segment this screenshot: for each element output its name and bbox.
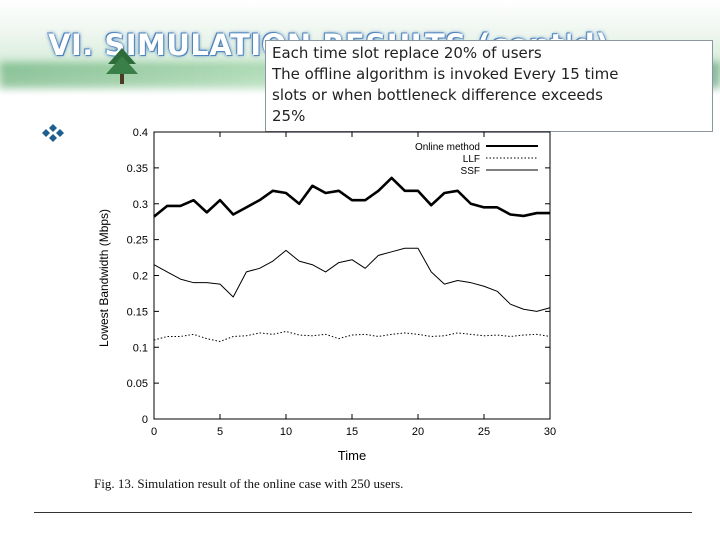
series-line-0 [153,176,550,218]
y-tick-label: 0 [142,414,148,426]
y-tick-label: 0.4 [133,127,148,139]
x-tick-label: 20 [412,426,424,438]
y-tick-label: 0.2 [133,271,148,283]
series-line-2 [153,247,551,312]
y-tick-label: 0.25 [127,235,148,247]
x-tick-label: 10 [280,426,292,438]
x-axis-label: Time [338,448,366,463]
figure-caption: Fig. 13. Simulation result of the online… [94,476,404,491]
y-axis-label: Lowest Bandwidth (Mbps) [97,209,111,347]
bandwidth-chart: 0 5 10 15 20 25 30 0 0.05 0.1 0.15 0.2 0.25 0.3 0.35 0.… [97,127,557,463]
legend-label: Online method [415,142,480,153]
x-tick-label: 5 [217,426,223,438]
x-tick-label: 30 [544,426,556,438]
callout-line: slots or when bottleneck difference exce… [272,86,603,104]
y-tick-label: 0.1 [133,342,148,354]
footer-rule [34,512,692,513]
tree-icon [106,48,138,84]
diamond-cluster-icon [42,124,64,142]
y-tick-label: 0.15 [127,306,148,318]
y-tick-label: 0.35 [127,163,148,175]
callout-line: 25% [272,107,306,125]
legend-label: SSF [461,166,480,177]
series-layer [153,176,551,343]
callout-line: Each time slot replace 20% of users [272,44,542,62]
callout-box: Each time slot replace 20% of users The … [265,40,713,132]
y-tick-label: 0.3 [133,199,148,211]
ticks-layer: 0 5 10 15 20 25 30 0 0.05 0.1 0.15 0.2 0.25 0.3 0.35 0.… [127,127,557,438]
plot-frame [153,131,551,420]
callout-line: The offline algorithm is invoked Every 1… [272,65,619,83]
series-line-1 [153,330,551,343]
y-tick-label: 0.05 [127,378,148,390]
x-tick-label: 15 [346,426,358,438]
legend-label: LLF [463,154,480,165]
x-tick-label: 0 [151,426,157,438]
x-tick-label: 25 [478,426,490,438]
